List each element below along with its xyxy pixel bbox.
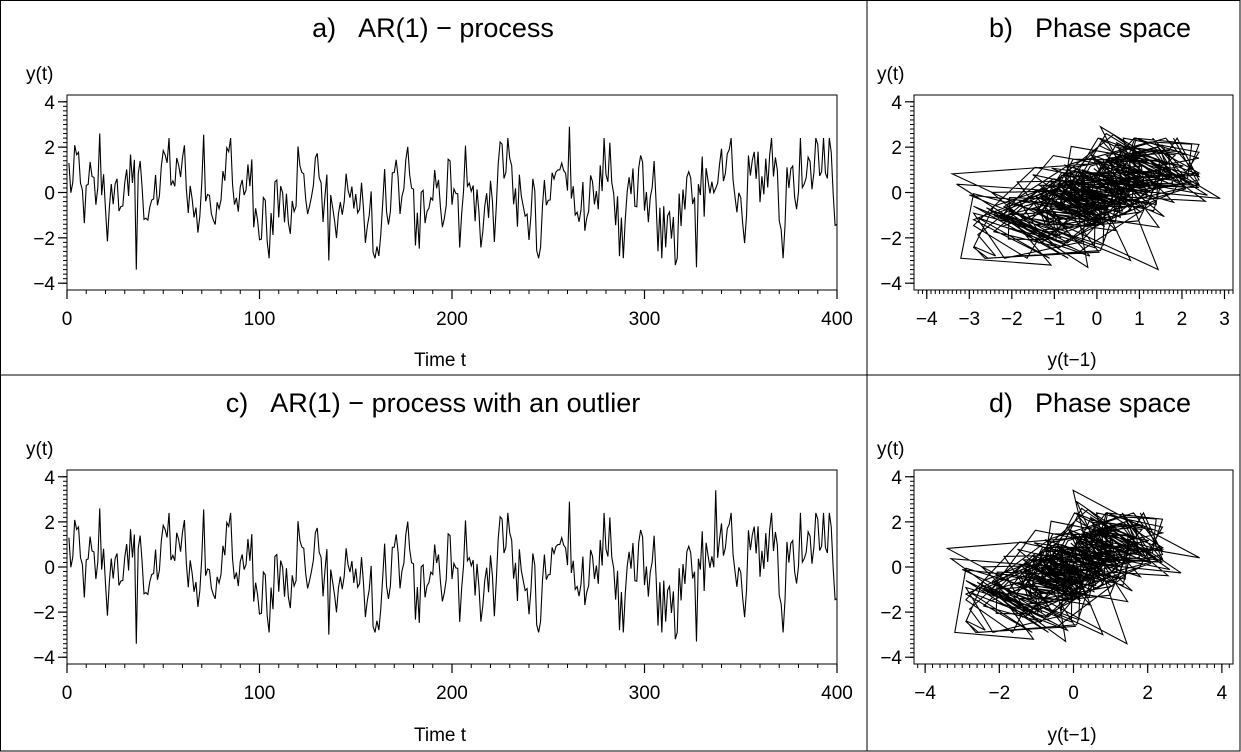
x-tick-label-b: 0 bbox=[1092, 309, 1103, 330]
x-axis-label-b: y(t−1) bbox=[1047, 350, 1096, 371]
y-tick-label-b: −4 bbox=[880, 274, 902, 295]
chart-title-b: b) Phase space bbox=[989, 13, 1191, 43]
series-line-c bbox=[68, 490, 838, 644]
x-axis-label-a: Time t bbox=[414, 350, 467, 371]
y-tick-label-b: −2 bbox=[880, 229, 902, 250]
y-tick-label-b: 2 bbox=[891, 138, 902, 159]
y-axis-label-d: y(t) bbox=[877, 439, 904, 460]
panel-a: a) AR(1) − process y(t) Time t 0 100 200 300 400… bbox=[26, 13, 853, 371]
y-axis-label-c: y(t) bbox=[26, 439, 53, 460]
panel-letter-c: c) bbox=[226, 388, 249, 418]
x-tick-label-d: 4 bbox=[1217, 683, 1228, 704]
title-text-a: AR(1) − process bbox=[358, 13, 554, 43]
x-axis-label-d: y(t−1) bbox=[1047, 725, 1096, 746]
y-tick-label-a: −2 bbox=[33, 229, 55, 250]
title-text-c: AR(1) − process with an outlier bbox=[270, 388, 640, 418]
panel-letter-d: d) bbox=[989, 388, 1013, 418]
y-tick-label-d: −4 bbox=[880, 648, 902, 669]
y-tick-label-c: 2 bbox=[44, 513, 55, 534]
x-tick-label-d: 2 bbox=[1142, 683, 1153, 704]
chart-title-d: d) Phase space bbox=[989, 388, 1191, 418]
panel-c: c) AR(1) − process with an outlier y(t) Tim… bbox=[26, 388, 853, 746]
y-tick-label-c: −2 bbox=[33, 603, 55, 624]
title-text-b: Phase space bbox=[1035, 13, 1191, 43]
y-tick-label-a: −4 bbox=[33, 274, 55, 295]
x-tick-label-c: 300 bbox=[629, 683, 661, 704]
x-tick-label-c: 200 bbox=[436, 683, 468, 704]
y-tick-label-d: 2 bbox=[891, 513, 902, 534]
x-tick-label-c: 400 bbox=[821, 683, 853, 704]
x-tick-label-a: 400 bbox=[821, 309, 853, 330]
phase-trajectory-d bbox=[945, 489, 1200, 645]
y-tick-label-c: −4 bbox=[33, 648, 55, 669]
panel-d: d) Phase space y(t) y(t−1) −4 −2 0 2 4 −4 −2 0 2 4 bbox=[877, 388, 1234, 746]
panel-letter-b: b) bbox=[989, 13, 1013, 43]
chart-title-a: a) AR(1) − process bbox=[312, 13, 554, 43]
y-tick-label-a: 0 bbox=[44, 184, 55, 205]
chart-title-c: c) AR(1) − process with an outlier bbox=[226, 388, 640, 418]
panel-b: b) Phase space y(t) y(t−1) −4 −3 −2 −1 0 1 2 3 −4 −2 0… bbox=[877, 13, 1234, 371]
x-axis-label-c: Time t bbox=[414, 725, 467, 746]
x-tick-label-b: −3 bbox=[958, 309, 980, 330]
x-tick-label-b: −2 bbox=[1001, 309, 1023, 330]
y-tick-label-a: 4 bbox=[44, 93, 55, 114]
x-tick-label-d: 0 bbox=[1068, 683, 1079, 704]
y-tick-label-d: −2 bbox=[880, 603, 902, 624]
y-tick-label-b: 0 bbox=[891, 184, 902, 205]
x-tick-label-b: 2 bbox=[1177, 309, 1188, 330]
y-tick-label-d: 0 bbox=[891, 558, 902, 579]
y-tick-label-d: 4 bbox=[891, 468, 902, 489]
x-tick-label-a: 0 bbox=[62, 309, 73, 330]
x-tick-label-c: 0 bbox=[62, 683, 73, 704]
panel-frame-d bbox=[866, 374, 1241, 752]
x-tick-label-a: 300 bbox=[629, 309, 661, 330]
x-tick-label-b: −4 bbox=[916, 309, 938, 330]
series-line-a bbox=[68, 126, 838, 270]
y-axis-label-b: y(t) bbox=[877, 64, 904, 85]
x-tick-label-b: 1 bbox=[1134, 309, 1145, 330]
x-tick-label-b: 3 bbox=[1219, 309, 1230, 330]
y-tick-label-b: 4 bbox=[891, 93, 902, 114]
x-tick-label-d: −2 bbox=[988, 683, 1010, 704]
y-tick-label-c: 4 bbox=[44, 468, 55, 489]
y-tick-label-c: 0 bbox=[44, 558, 55, 579]
x-tick-label-a: 200 bbox=[436, 309, 468, 330]
x-tick-label-d: −4 bbox=[914, 683, 936, 704]
y-axis-label-a: y(t) bbox=[26, 64, 53, 85]
x-tick-label-a: 100 bbox=[244, 309, 276, 330]
x-tick-label-b: −1 bbox=[1044, 309, 1066, 330]
y-tick-label-a: 2 bbox=[44, 138, 55, 159]
panel-letter-a: a) bbox=[312, 13, 336, 43]
x-tick-label-c: 100 bbox=[244, 683, 276, 704]
title-text-d: Phase space bbox=[1035, 388, 1191, 418]
phase-trajectory-b bbox=[950, 125, 1221, 271]
